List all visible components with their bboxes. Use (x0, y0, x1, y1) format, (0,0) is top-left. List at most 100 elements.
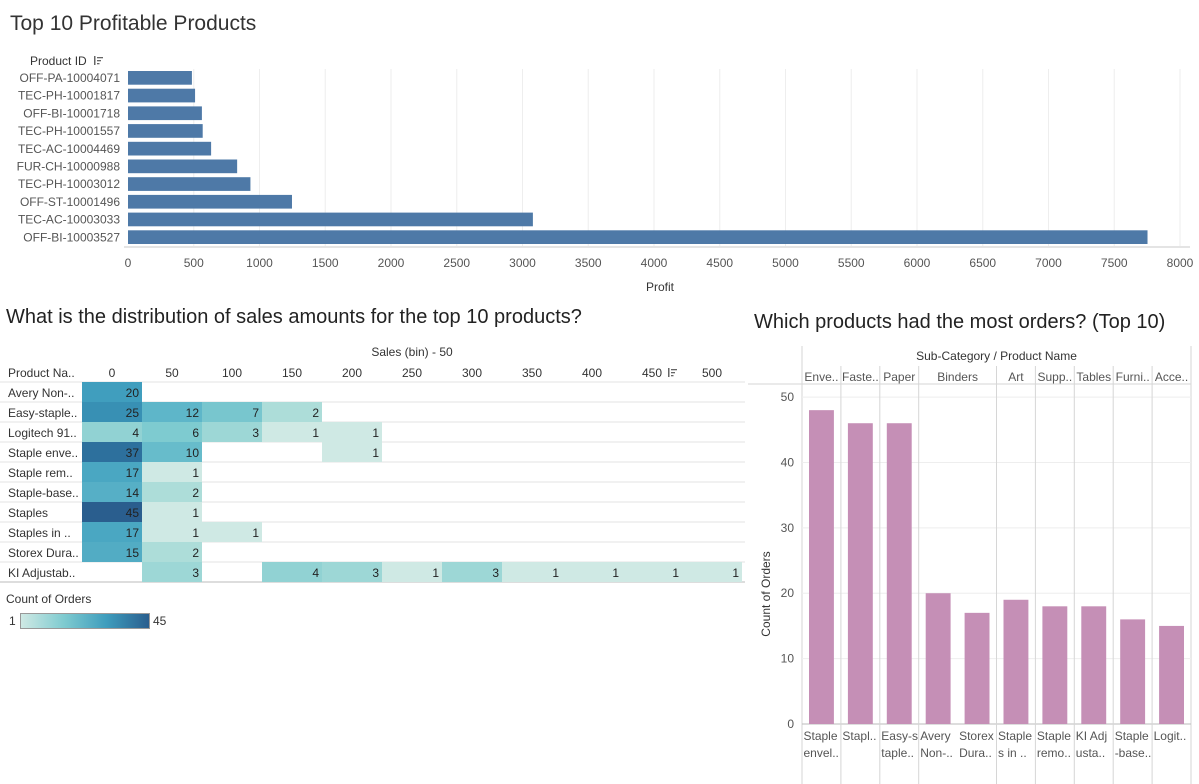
heatmap-column-label: 400 (582, 366, 602, 380)
profit-x-axis-title: Profit (646, 280, 675, 294)
heatmap-cell[interactable] (322, 442, 382, 462)
heatmap-column-label: 0 (109, 366, 116, 380)
heatmap-cell[interactable] (142, 422, 202, 442)
orders-bar-chart[interactable]: Sub-Category / Product Name 0 10 20 30 40 50 Co… (748, 344, 1199, 784)
heatmap-cell-value: 2 (312, 406, 319, 420)
heatmap-cell-value: 1 (612, 566, 619, 580)
profit-bar[interactable] (128, 230, 1148, 244)
heatmap-cell-value: 25 (126, 406, 140, 420)
orders-product-label: Stapl.. (842, 729, 876, 743)
orders-bar[interactable] (1159, 625, 1184, 724)
heatmap-cell[interactable] (142, 462, 202, 482)
heatmap-cell-value: 4 (132, 426, 139, 440)
orders-product-label: Dura.. (959, 746, 992, 760)
orders-group-label: Tables (1076, 370, 1111, 384)
orders-bar[interactable] (1042, 606, 1068, 724)
heatmap-cell[interactable] (202, 402, 262, 422)
profit-bar[interactable] (128, 124, 203, 138)
profit-tick-label: 6500 (969, 256, 996, 270)
orders-bar[interactable] (1120, 619, 1146, 724)
orders-column-header: Sub-Category / Product Name (916, 349, 1077, 363)
profit-tick-label: 8000 (1167, 256, 1194, 270)
orders-bar[interactable] (847, 423, 873, 724)
heatmap-cell-value: 1 (552, 566, 559, 580)
heatmap-cell[interactable] (322, 422, 382, 442)
heatmap-cell[interactable] (142, 502, 202, 522)
orders-tick-label: 0 (787, 717, 794, 731)
heatmap-column-label: 250 (402, 366, 422, 380)
product-id-label: TEC-PH-10001557 (18, 124, 120, 138)
profit-bar-chart[interactable]: Product ID OFF-PA-10004071 TEC-PH-10001817… (0, 48, 1199, 298)
heatmap-cell-value: 1 (252, 526, 259, 540)
profit-bar[interactable] (128, 71, 192, 85)
profit-bar[interactable] (128, 159, 238, 174)
heatmap-cell[interactable] (562, 562, 622, 582)
orders-bar[interactable] (886, 423, 912, 724)
heatmap-cell[interactable] (82, 382, 142, 402)
heatmap-cell[interactable] (682, 562, 742, 582)
heatmap-cell[interactable] (142, 562, 202, 582)
orders-group-label: Paper (883, 370, 915, 384)
heatmap-cell[interactable] (82, 462, 142, 482)
heatmap-cell[interactable] (202, 422, 262, 442)
heatmap-cell[interactable] (382, 562, 442, 582)
heatmap-column-label: 300 (462, 366, 482, 380)
heatmap-column-label: 200 (342, 366, 362, 380)
sort-icon[interactable] (668, 368, 677, 377)
product-id-label: TEC-PH-10001817 (18, 89, 120, 103)
orders-product-label: Logit.. (1154, 729, 1187, 743)
heatmap-row-label: Easy-staple.. (8, 406, 77, 420)
orders-group-label: Art (1008, 370, 1024, 384)
heatmap-cell[interactable] (142, 522, 202, 542)
heatmap-cell[interactable] (502, 562, 562, 582)
heatmap-cell-value: 15 (126, 546, 140, 560)
heatmap-cell[interactable] (142, 402, 202, 422)
orders-product-label: Staple (1037, 729, 1071, 743)
sales-heatmap[interactable]: Sales (bin) - 50 Product Na.. 0 50 100 150 200… (0, 340, 745, 586)
orders-group-label: Faste.. (842, 370, 879, 384)
heatmap-cell[interactable] (82, 442, 142, 462)
orders-bar[interactable] (809, 410, 834, 724)
profit-tick-label: 2000 (378, 256, 405, 270)
heatmap-cell[interactable] (442, 562, 502, 582)
heatmap-cell[interactable] (262, 402, 322, 422)
heatmap-row-label: KI Adjustab.. (8, 566, 75, 580)
profit-bar[interactable] (128, 88, 196, 103)
profit-bar[interactable] (128, 194, 292, 209)
heatmap-cell[interactable] (142, 442, 202, 462)
heatmap-cell-value: 2 (192, 546, 199, 560)
heatmap-cell[interactable] (262, 422, 322, 442)
profit-bar[interactable] (128, 106, 202, 121)
orders-tick-label: 30 (781, 521, 795, 535)
heatmap-cell-value: 1 (432, 566, 439, 580)
heatmap-cell[interactable] (262, 562, 322, 582)
heatmap-cell[interactable] (322, 562, 382, 582)
heatmap-cell[interactable] (82, 482, 142, 502)
profit-tick-label: 1500 (312, 256, 339, 270)
heatmap-cell[interactable] (142, 482, 202, 502)
heatmap-column-label: 100 (222, 366, 242, 380)
heatmap-cell[interactable] (82, 402, 142, 422)
heatmap-cell[interactable] (142, 542, 202, 562)
profit-tick-label: 5500 (838, 256, 865, 270)
orders-bar[interactable] (925, 593, 951, 724)
heatmap-cell-value: 4 (312, 566, 319, 580)
orders-bar[interactable] (1003, 599, 1029, 724)
orders-bar[interactable] (1081, 606, 1107, 724)
heatmap-cell[interactable] (622, 562, 682, 582)
heatmap-cell[interactable] (82, 422, 142, 442)
heatmap-row-label: Staple enve.. (8, 446, 78, 460)
profit-bar[interactable] (128, 177, 251, 191)
heatmap-cell-value: 2 (192, 486, 199, 500)
heatmap-cell[interactable] (202, 522, 262, 542)
product-id-label: TEC-PH-10003012 (18, 177, 120, 191)
heatmap-cell[interactable] (82, 542, 142, 562)
orders-bar[interactable] (964, 612, 990, 724)
profit-bar[interactable] (128, 212, 533, 227)
heatmap-column-label: 50 (165, 366, 179, 380)
sort-icon[interactable] (94, 56, 103, 65)
profit-bar[interactable] (128, 141, 212, 156)
orders-product-label: s in .. (998, 746, 1027, 760)
heatmap-cell[interactable] (82, 522, 142, 542)
heatmap-cell[interactable] (82, 502, 142, 522)
